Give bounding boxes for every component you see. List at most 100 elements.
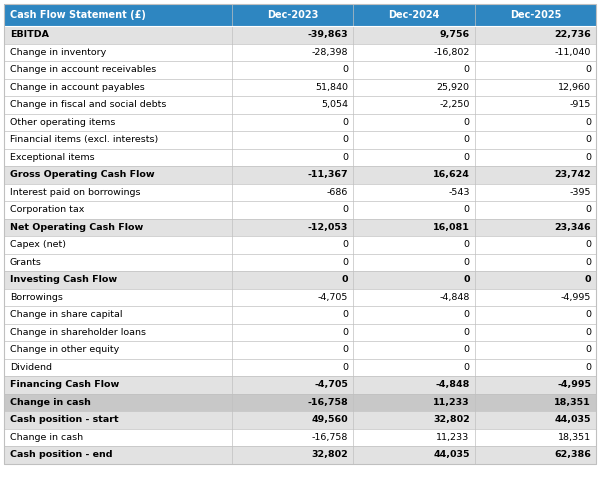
Text: 32,802: 32,802 [433,415,470,424]
Text: 0: 0 [342,135,348,144]
Bar [4,44,596,61]
Text: EBITDA: EBITDA [10,30,49,40]
Text: Investing Cash Flow: Investing Cash Flow [10,275,117,284]
Text: -4,995: -4,995 [557,380,591,389]
Text: 12,960: 12,960 [558,82,591,92]
Text: Financing Cash Flow: Financing Cash Flow [10,380,119,389]
Bar [4,184,596,201]
Bar [4,446,596,464]
Text: Dec-2025: Dec-2025 [509,10,561,20]
Text: 0: 0 [464,310,470,320]
Text: 0: 0 [464,205,470,214]
Text: 0: 0 [342,65,348,74]
Text: 51,840: 51,840 [315,82,348,92]
Bar [4,201,596,218]
Bar [4,394,596,411]
Text: 0: 0 [342,275,348,284]
Text: 0: 0 [585,328,591,337]
Text: 0: 0 [585,135,591,144]
Text: 44,035: 44,035 [554,415,591,424]
Text: 16,624: 16,624 [433,170,470,179]
Text: Change in account receivables: Change in account receivables [10,65,156,74]
Text: 5,054: 5,054 [321,100,348,110]
Text: -915: -915 [569,100,591,110]
Text: 0: 0 [463,275,470,284]
Text: -4,995: -4,995 [560,292,591,302]
Bar [4,271,596,288]
Text: 11,233: 11,233 [436,432,470,442]
Text: 0: 0 [585,363,591,372]
Text: Change in inventory: Change in inventory [10,48,106,56]
Bar [4,358,596,376]
Text: 0: 0 [585,240,591,249]
Bar [4,96,596,114]
Text: 0: 0 [585,65,591,74]
Bar [4,218,596,236]
Text: 0: 0 [585,258,591,267]
Text: -28,398: -28,398 [312,48,348,56]
Text: -4,705: -4,705 [318,292,348,302]
Text: Capex (net): Capex (net) [10,240,66,249]
Text: Change in other equity: Change in other equity [10,345,119,354]
Text: -4,705: -4,705 [314,380,348,389]
Text: Gross Operating Cash Flow: Gross Operating Cash Flow [10,170,155,179]
Text: 0: 0 [342,363,348,372]
Text: Change in shareholder loans: Change in shareholder loans [10,328,146,337]
Text: -11,040: -11,040 [554,48,591,56]
Text: -11,367: -11,367 [308,170,348,179]
Text: 0: 0 [585,310,591,320]
Text: 0: 0 [342,240,348,249]
Text: Change in cash: Change in cash [10,432,83,442]
Text: 0: 0 [342,153,348,162]
Text: Change in cash: Change in cash [10,398,91,407]
Text: 0: 0 [342,258,348,267]
Text: Grants: Grants [10,258,42,267]
Text: -395: -395 [569,188,591,196]
Text: 0: 0 [342,310,348,320]
Text: 0: 0 [585,345,591,354]
Text: Interest paid on borrowings: Interest paid on borrowings [10,188,140,196]
Bar [4,428,596,446]
Text: Borrowings: Borrowings [10,292,63,302]
Bar [4,61,596,78]
Text: -543: -543 [448,188,470,196]
Text: 0: 0 [464,153,470,162]
Text: 49,560: 49,560 [311,415,348,424]
Text: 62,386: 62,386 [554,450,591,459]
Bar [4,288,596,306]
Text: 9,756: 9,756 [440,30,470,40]
Text: 0: 0 [464,363,470,372]
Text: 0: 0 [464,345,470,354]
Bar [4,4,596,26]
Text: Dec-2023: Dec-2023 [267,10,318,20]
Text: Net Operating Cash Flow: Net Operating Cash Flow [10,223,143,232]
Text: Change in fiscal and social debts: Change in fiscal and social debts [10,100,166,110]
Text: 0: 0 [585,153,591,162]
Text: 0: 0 [464,258,470,267]
Text: 0: 0 [464,118,470,126]
Text: Exceptional items: Exceptional items [10,153,95,162]
Bar [4,341,596,358]
Text: -686: -686 [327,188,348,196]
Text: Corporation tax: Corporation tax [10,205,85,214]
Bar [4,148,596,166]
Text: 0: 0 [342,328,348,337]
Text: 0: 0 [342,345,348,354]
Text: -4,848: -4,848 [435,380,470,389]
Bar [4,306,596,324]
Text: Other operating items: Other operating items [10,118,115,126]
Bar [4,131,596,148]
Text: 0: 0 [464,328,470,337]
Text: -2,250: -2,250 [439,100,470,110]
Text: -16,802: -16,802 [433,48,470,56]
Bar [4,114,596,131]
Text: Dec-2024: Dec-2024 [388,10,440,20]
Text: 32,802: 32,802 [311,450,348,459]
Bar [4,236,596,254]
Bar [4,324,596,341]
Bar [4,166,596,184]
Text: 23,346: 23,346 [554,223,591,232]
Text: 0: 0 [584,275,591,284]
Text: -12,053: -12,053 [308,223,348,232]
Bar [4,254,596,271]
